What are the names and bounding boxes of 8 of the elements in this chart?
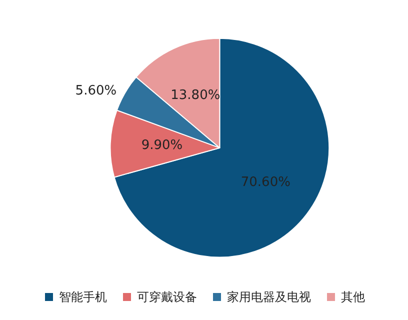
data-label: 9.90%	[141, 138, 183, 154]
data-label: 13.80%	[170, 88, 220, 103]
legend-label: 其他	[341, 290, 365, 304]
legend-label: 家用电器及电视	[227, 290, 311, 304]
data-label: 5.60%	[75, 83, 117, 98]
legend-label: 智能手机	[59, 290, 107, 304]
data-label: 70.60%	[240, 175, 290, 190]
legend-label: 可穿戴设备	[137, 290, 197, 304]
